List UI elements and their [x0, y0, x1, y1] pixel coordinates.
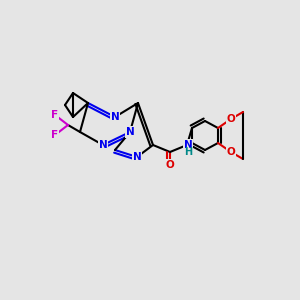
- Text: N: N: [133, 152, 141, 162]
- Text: O: O: [226, 147, 236, 157]
- Text: N: N: [126, 127, 134, 137]
- Text: N: N: [99, 140, 107, 150]
- Text: N: N: [184, 140, 192, 150]
- Text: H: H: [184, 147, 192, 157]
- Text: O: O: [226, 114, 236, 124]
- Text: O: O: [166, 160, 174, 170]
- Text: F: F: [51, 110, 58, 120]
- Text: F: F: [51, 130, 58, 140]
- Text: N: N: [111, 112, 119, 122]
